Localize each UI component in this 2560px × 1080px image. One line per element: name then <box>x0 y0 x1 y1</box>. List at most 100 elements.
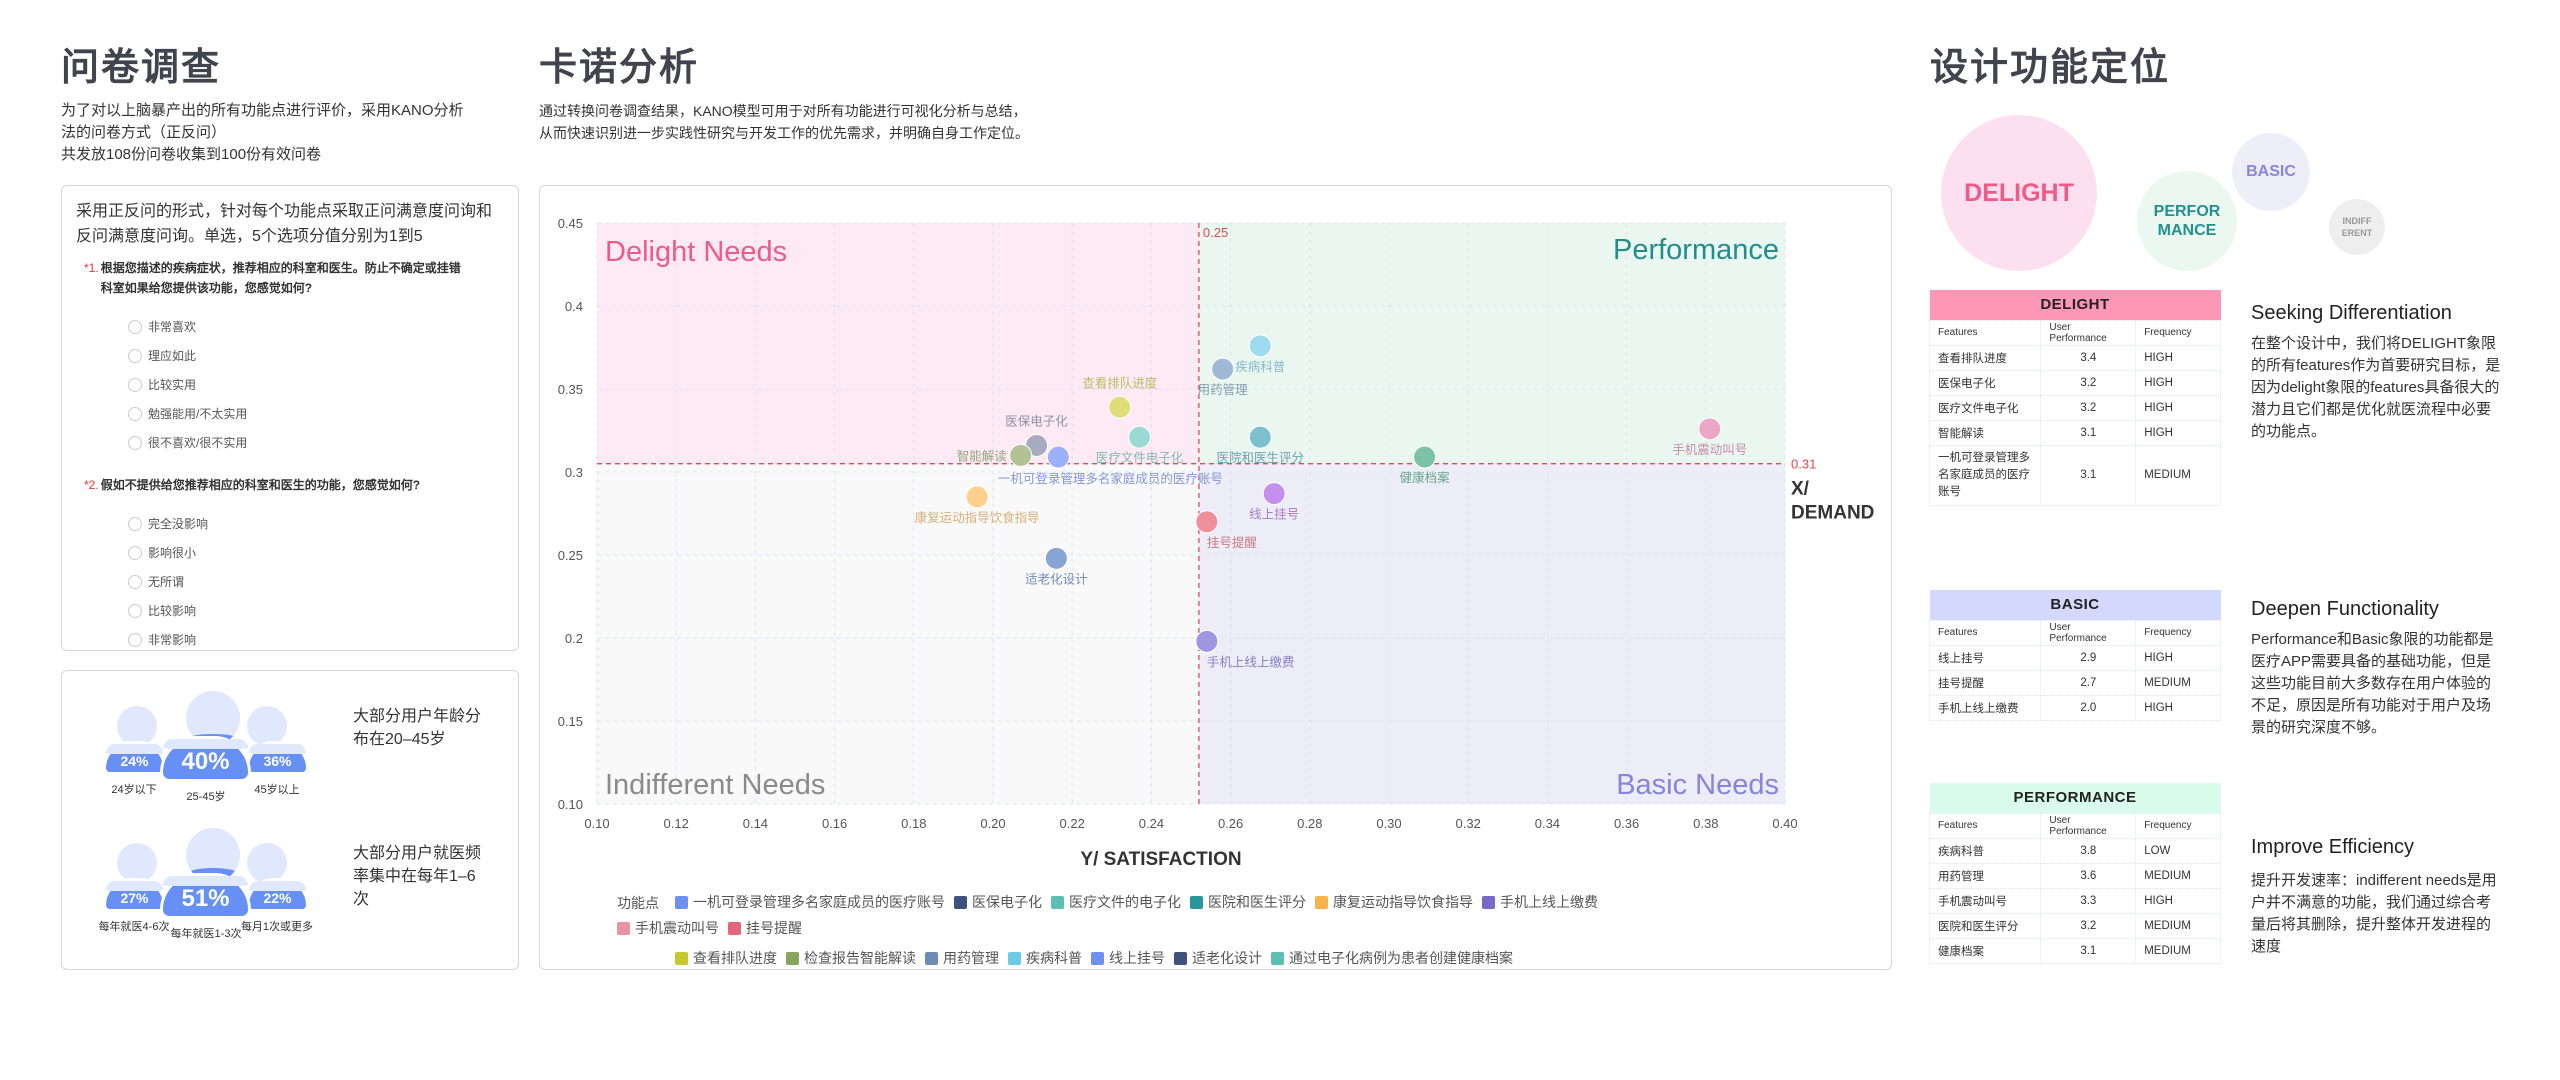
radio-option[interactable]: 比较实用 <box>128 370 504 399</box>
x-tick-label: 0.10 <box>584 816 609 831</box>
note-text: 提升开发速率：indifferent needs是用户并不满意的功能，我们通过综… <box>2251 872 2497 955</box>
table-row: 查看排队进度 3.4 HIGH <box>1928 344 2221 371</box>
data-point[interactable] <box>1044 546 1068 570</box>
data-point[interactable] <box>965 484 989 508</box>
radio-circle[interactable] <box>128 435 142 450</box>
legend-item[interactable]: 康复运动指导饮食指导 <box>1315 893 1473 911</box>
radio-option[interactable]: 非常喜欢 <box>128 312 504 341</box>
legend-item[interactable]: 查看排队进度 <box>675 949 777 967</box>
radio-circle[interactable] <box>128 406 142 421</box>
group-label: 45岁以上 <box>254 784 300 796</box>
data-point[interactable] <box>1127 425 1151 449</box>
legend-item[interactable]: 适老化设计 <box>1174 949 1262 967</box>
legend-swatch <box>786 951 799 965</box>
radio-option[interactable]: 理应如此 <box>128 341 504 370</box>
percent-value: 24% <box>120 753 149 769</box>
legend-item[interactable]: 检查报告智能解读 <box>786 949 916 967</box>
data-point[interactable] <box>1412 445 1436 469</box>
legend-item[interactable]: 通过电子化病例为患者创建健康档案 <box>1271 949 1513 967</box>
data-point[interactable] <box>1248 333 1272 357</box>
data-point[interactable] <box>1194 509 1218 533</box>
data-point[interactable] <box>1697 416 1721 440</box>
frequency-cell: MEDIUM <box>2135 912 2221 939</box>
legend-item[interactable]: 手机上线上缴费 <box>1482 893 1598 911</box>
legend-item[interactable]: 一机可登录管理多名家庭成员的医疗账号 <box>675 893 945 911</box>
percent-value: 40% <box>181 748 230 775</box>
data-point-label: 医保电子化 <box>1005 414 1068 428</box>
frequency-cell: HIGH <box>2135 344 2221 371</box>
legend-item[interactable]: 线上挂号 <box>1091 949 1165 967</box>
radio-option[interactable]: 无所谓 <box>128 567 504 596</box>
data-point-label: 用药管理 <box>1197 382 1248 397</box>
x-tick-label: 0.14 <box>742 816 767 831</box>
question-label: 假如不提供给您推荐相应的科室和医生的功能，您感觉如何? <box>100 478 421 492</box>
question-list: *1. 根据您描述的疾病症状，推荐相应的科室和医生。防止不确定或挂错科室如果给您提… <box>84 258 504 654</box>
radio-option[interactable]: 很不喜欢/很不实用 <box>128 428 504 457</box>
legend-swatch <box>1174 951 1187 965</box>
legend-item[interactable]: 医保电子化 <box>954 893 1042 911</box>
group-label: 每年就医1-3次 <box>170 928 242 940</box>
body-wave <box>163 876 248 886</box>
performance-cell: 3.2 <box>2040 912 2137 939</box>
person-body-icon: 51% <box>160 873 251 919</box>
radio-circle[interactable] <box>128 574 142 589</box>
data-point-label: 挂号提醒 <box>1206 534 1257 549</box>
radio-circle[interactable] <box>128 516 142 531</box>
x-tick-label: 0.38 <box>1693 816 1718 831</box>
table-header-row: Features User Performance Frequency <box>1928 812 2221 839</box>
legend-item[interactable]: 疾病科普 <box>1008 949 1082 967</box>
desc-line: 为了对以上脑暴产出的所有功能点进行评价，采用KANO分析 <box>61 102 464 119</box>
person-body-icon: 22% <box>246 878 309 912</box>
legend-item[interactable]: 手机震动叫号 <box>617 919 719 937</box>
quadrant-performance <box>1198 222 1785 464</box>
legend-item[interactable]: 挂号提醒 <box>728 919 802 937</box>
radio-option[interactable]: 比较影响 <box>128 596 504 625</box>
table-title-row: DELIGHT <box>1929 290 2221 320</box>
question-text: *1. 根据您描述的疾病症状，推荐相应的科室和医生。防止不确定或挂错科室如果给您提… <box>84 258 504 298</box>
radio-circle[interactable] <box>128 545 142 560</box>
data-point[interactable] <box>1008 443 1032 467</box>
desc-line: 共发放108份问卷收集到100份有效问卷 <box>61 146 322 163</box>
data-point[interactable] <box>1262 481 1286 505</box>
radio-option[interactable]: 完全没影响 <box>128 509 504 538</box>
option-label: 非常喜欢 <box>148 320 197 334</box>
option-label: 比较影响 <box>148 604 197 618</box>
quadrant-delight <box>596 222 1199 464</box>
data-point[interactable] <box>1107 395 1131 419</box>
radio-circle[interactable] <box>128 603 142 618</box>
column-header: User Performance <box>2040 319 2137 346</box>
group-label: 每年就医4-6次 <box>98 921 170 933</box>
legend-item[interactable]: 医院和医生评分 <box>1190 893 1306 911</box>
data-point[interactable] <box>1248 425 1272 449</box>
legend-swatch <box>1190 895 1203 909</box>
percent-value: 36% <box>263 753 292 769</box>
radio-option[interactable]: 非常影响 <box>128 625 504 654</box>
data-point[interactable] <box>1194 629 1218 653</box>
feature-cell: 健康档案 <box>1928 937 2042 964</box>
table-row: 医疗文件电子化 3.2 HIGH <box>1928 394 2221 421</box>
radio-circle[interactable] <box>128 377 142 392</box>
legend-item[interactable]: 用药管理 <box>925 949 999 967</box>
data-point[interactable] <box>1046 445 1070 469</box>
frequency-cell: HIGH <box>2135 369 2221 396</box>
positioning-title: 设计功能定位 <box>1930 47 2171 89</box>
table-title: PERFORMANCE <box>1929 783 2221 813</box>
x-tick-label: 0.26 <box>1217 816 1242 831</box>
data-point[interactable] <box>1210 357 1234 381</box>
table-title: DELIGHT <box>1929 290 2221 320</box>
survey-description: 为了对以上脑暴产出的所有功能点进行评价，采用KANO分析 法的问卷方式（正反问）… <box>61 100 464 166</box>
radio-option[interactable]: 影响很小 <box>128 538 504 567</box>
option-list: 非常喜欢理应如此 比较实用 勉强能用/不太实用 很不喜欢/很不实用 <box>128 312 504 457</box>
radio-circle[interactable] <box>128 319 142 334</box>
radio-option[interactable]: 勉强能用/不太实用 <box>128 399 504 428</box>
performance-cell: 3.2 <box>2040 369 2137 396</box>
data-point-label: 医疗文件电子化 <box>1095 450 1183 465</box>
radio-circle[interactable] <box>128 632 142 647</box>
column-header: Frequency <box>2135 619 2221 646</box>
legend-item[interactable]: 医疗文件的电子化 <box>1051 893 1181 911</box>
quadrant-title: Basic Needs <box>1616 769 1779 801</box>
radio-circle[interactable] <box>128 348 142 363</box>
column-header: Frequency <box>2135 812 2221 839</box>
legend-label: 线上挂号 <box>1109 950 1165 966</box>
questionnaire-card: 采用正反问的形式，针对每个功能点采取正问满意度问询和反问满意度问询。单选，5个选… <box>61 185 519 651</box>
